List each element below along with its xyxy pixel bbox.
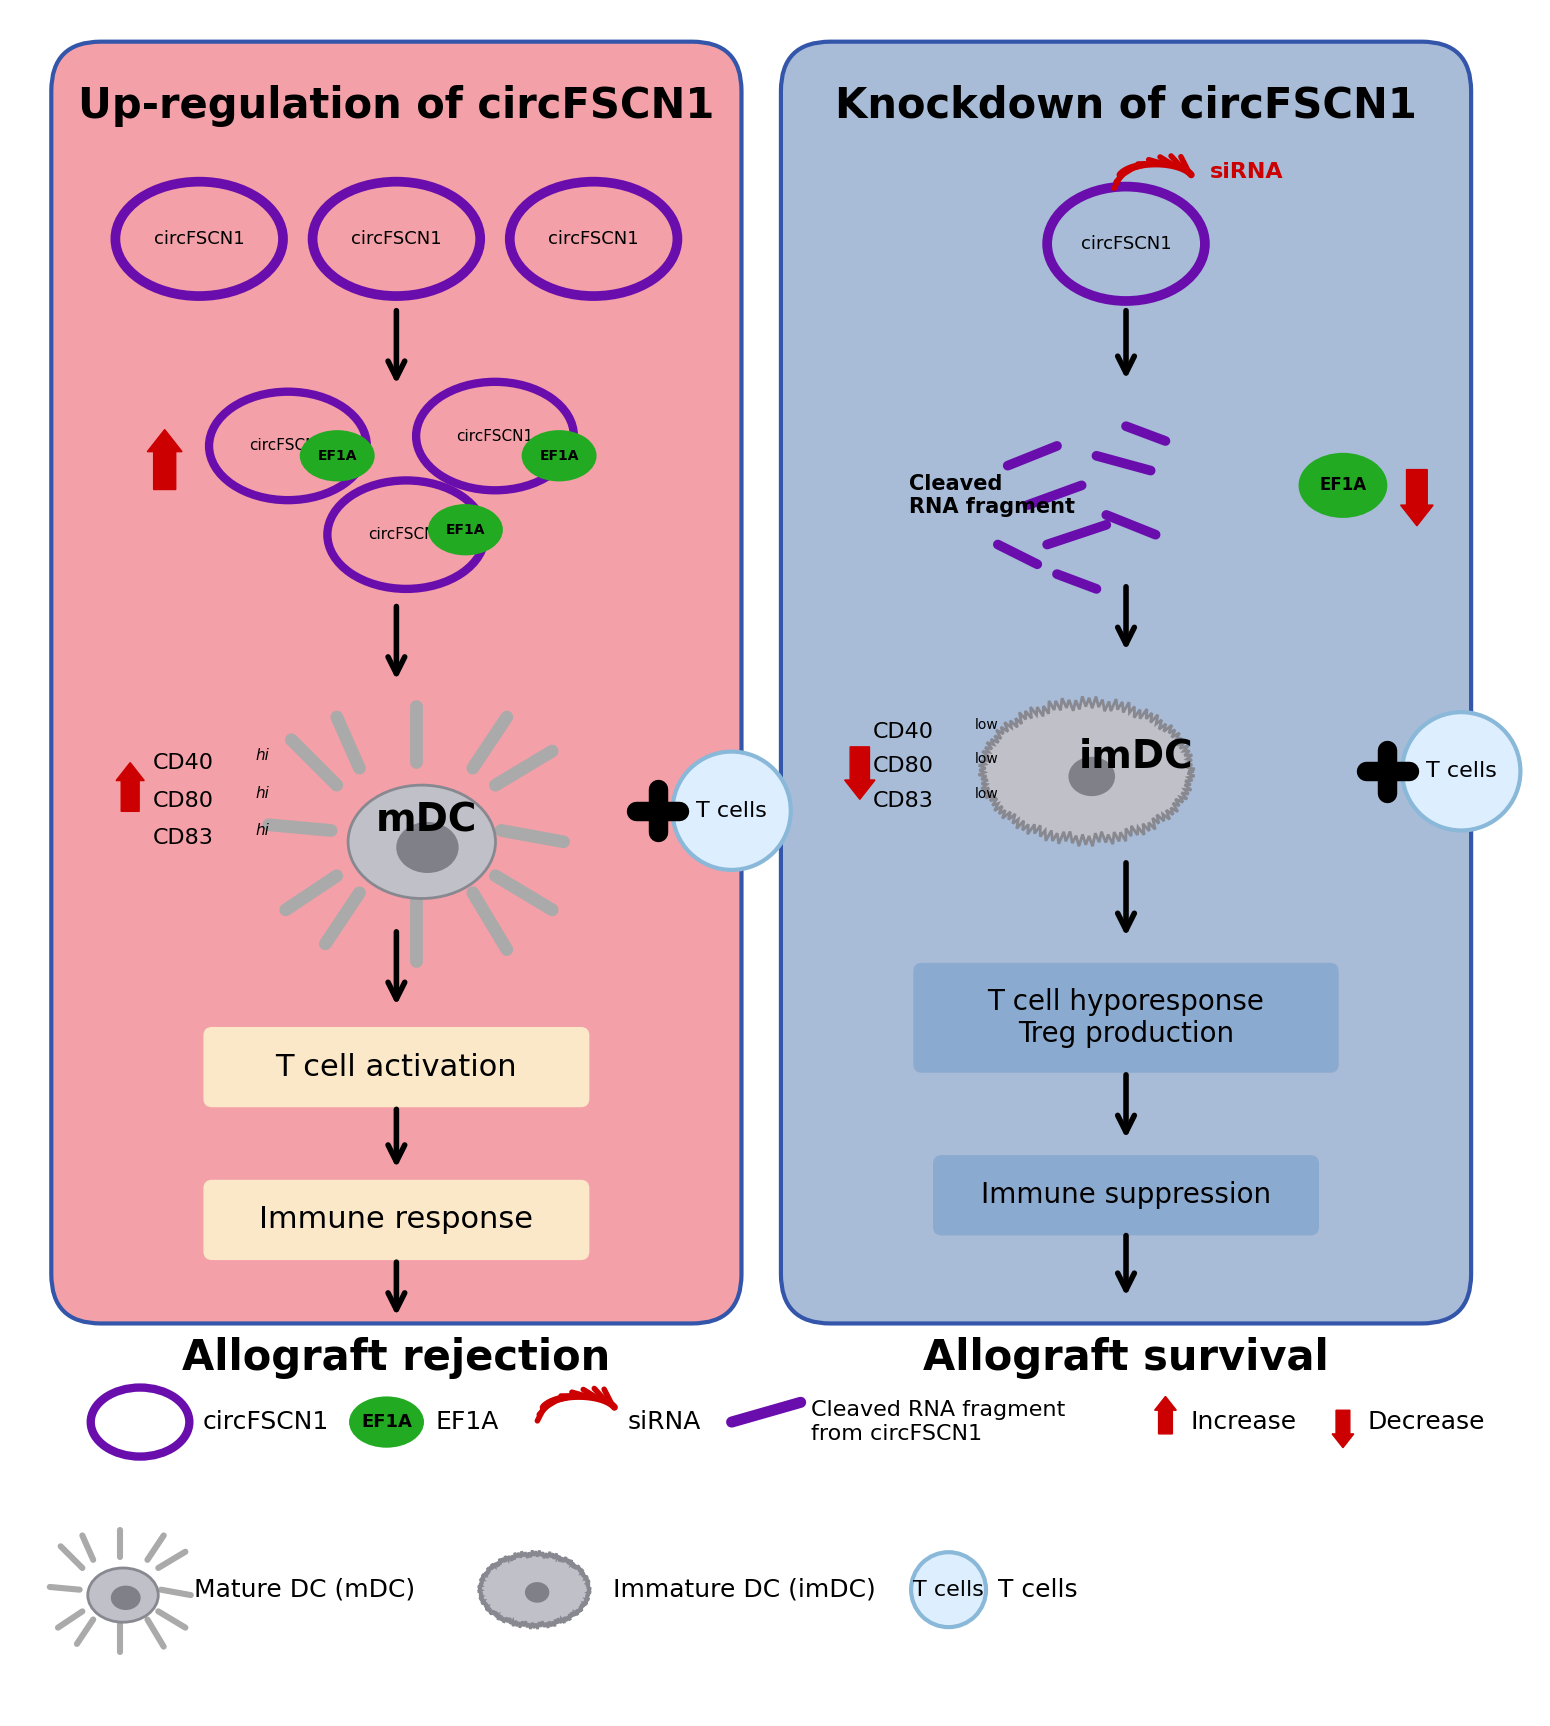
Text: circFSCN1: circFSCN1 (250, 438, 327, 454)
Text: EF1A: EF1A (539, 449, 578, 463)
FancyBboxPatch shape (781, 41, 1471, 1324)
FancyBboxPatch shape (205, 1027, 589, 1106)
FancyArrow shape (116, 763, 144, 811)
FancyBboxPatch shape (205, 1181, 589, 1260)
Text: Allograft rejection: Allograft rejection (183, 1338, 611, 1379)
Text: Immature DC (imDC): Immature DC (imDC) (614, 1578, 876, 1602)
Text: EF1A: EF1A (446, 523, 485, 537)
FancyArrow shape (1155, 1396, 1176, 1434)
FancyArrow shape (1331, 1410, 1353, 1448)
Text: low: low (975, 718, 998, 732)
Text: circFSCN1: circFSCN1 (549, 230, 639, 249)
FancyBboxPatch shape (51, 41, 741, 1324)
Text: hi: hi (256, 749, 270, 763)
Text: Up-regulation of circFSCN1: Up-regulation of circFSCN1 (78, 85, 715, 126)
Ellipse shape (522, 430, 597, 482)
Text: Immune response: Immune response (259, 1205, 533, 1234)
FancyBboxPatch shape (914, 963, 1338, 1072)
Ellipse shape (110, 1586, 141, 1610)
Text: circFSCN1: circFSCN1 (352, 230, 442, 249)
Text: T cell activation: T cell activation (276, 1053, 518, 1082)
Text: Increase: Increase (1190, 1410, 1296, 1434)
Ellipse shape (349, 1396, 425, 1448)
Text: EF1A: EF1A (436, 1410, 499, 1434)
Text: T cells: T cells (1426, 761, 1497, 782)
Text: CD40: CD40 (153, 754, 214, 773)
FancyArrow shape (1401, 469, 1434, 526)
Text: circFSCN1: circFSCN1 (1080, 235, 1172, 252)
Text: circFSCN1: circFSCN1 (153, 230, 245, 249)
Text: CD80: CD80 (873, 756, 933, 777)
Ellipse shape (299, 430, 375, 482)
Text: EF1A: EF1A (361, 1414, 412, 1431)
Text: imDC: imDC (1079, 737, 1194, 775)
Text: EF1A: EF1A (318, 449, 357, 463)
Text: CD80: CD80 (153, 791, 214, 811)
Ellipse shape (525, 1583, 549, 1603)
Ellipse shape (397, 822, 459, 873)
Text: mDC: mDC (375, 801, 477, 839)
Ellipse shape (428, 504, 502, 556)
Text: T cells: T cells (998, 1578, 1077, 1602)
Circle shape (911, 1552, 986, 1628)
Ellipse shape (349, 785, 496, 899)
Text: Cleaved
RNA fragment: Cleaved RNA fragment (910, 473, 1076, 516)
Text: low: low (975, 753, 998, 766)
Text: Cleaved RNA fragment
from circFSCN1: Cleaved RNA fragment from circFSCN1 (811, 1400, 1065, 1443)
Ellipse shape (88, 1567, 158, 1622)
Text: CD83: CD83 (873, 791, 933, 811)
Text: T cells: T cells (696, 801, 767, 822)
Text: hi: hi (256, 823, 270, 839)
Text: hi: hi (256, 785, 270, 801)
Text: T cell hyporesponse
Treg production: T cell hyporesponse Treg production (987, 987, 1265, 1048)
Text: Allograft survival: Allograft survival (924, 1338, 1328, 1379)
Text: T cells: T cells (913, 1579, 984, 1600)
Ellipse shape (1299, 452, 1387, 518)
Text: siRNA: siRNA (628, 1410, 702, 1434)
Text: low: low (975, 787, 998, 801)
Text: circFSCN1: circFSCN1 (456, 428, 533, 444)
Text: Immune suppression: Immune suppression (981, 1181, 1271, 1210)
Text: circFSCN1: circFSCN1 (367, 526, 445, 542)
Text: siRNA: siRNA (1211, 162, 1283, 181)
Text: circFSCN1: circFSCN1 (202, 1410, 329, 1434)
Polygon shape (978, 696, 1195, 846)
FancyArrow shape (147, 430, 181, 490)
Circle shape (673, 751, 791, 870)
FancyBboxPatch shape (933, 1156, 1319, 1234)
Circle shape (1403, 713, 1521, 830)
Text: Mature DC (mDC): Mature DC (mDC) (194, 1578, 415, 1602)
Text: CD40: CD40 (873, 721, 933, 742)
Ellipse shape (1068, 756, 1114, 796)
Text: CD83: CD83 (153, 828, 214, 849)
Text: Knockdown of circFSCN1: Knockdown of circFSCN1 (835, 85, 1417, 126)
Text: Decrease: Decrease (1367, 1410, 1485, 1434)
Text: EF1A: EF1A (1319, 476, 1367, 494)
Polygon shape (477, 1550, 591, 1629)
FancyArrow shape (845, 747, 876, 799)
